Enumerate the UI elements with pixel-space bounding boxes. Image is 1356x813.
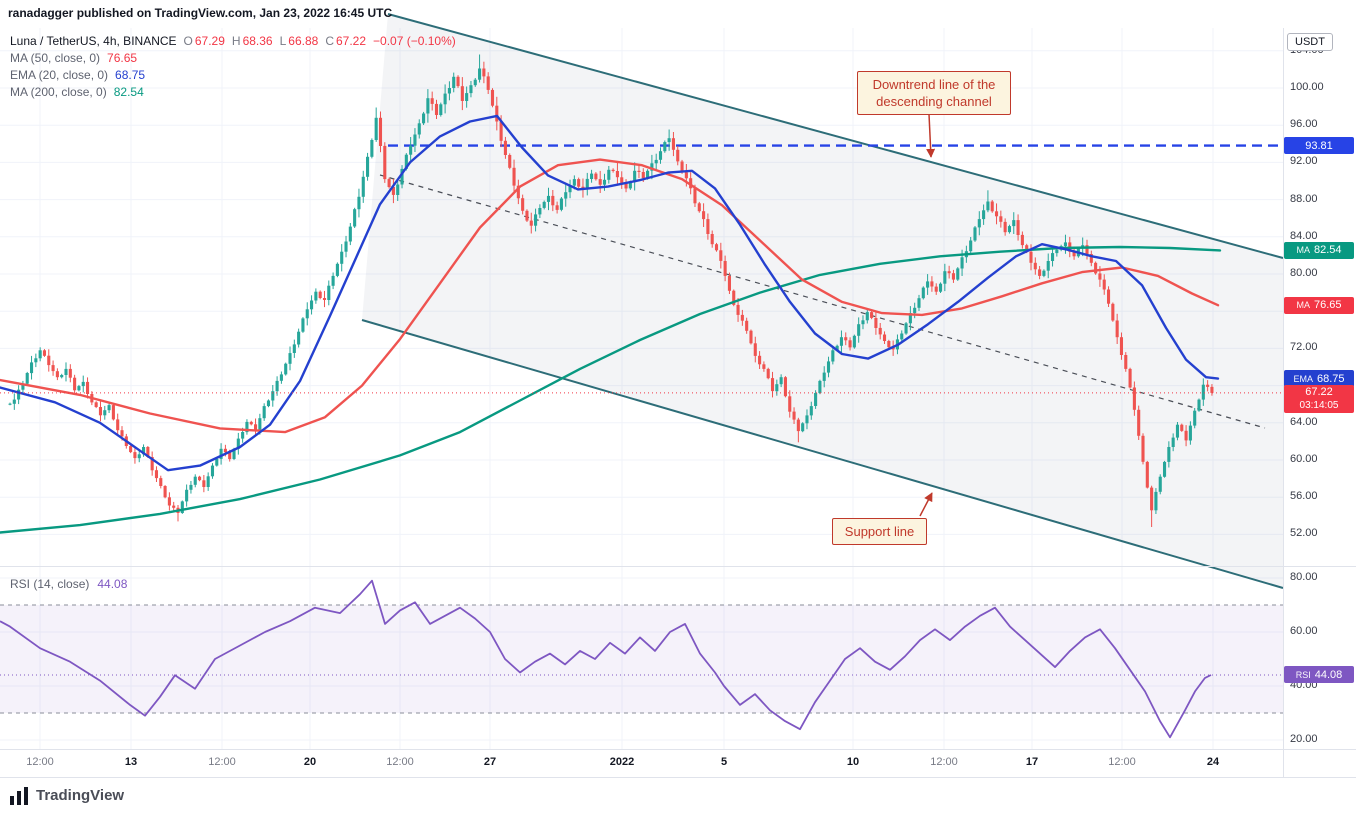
ohlc-o: O 67.29 (184, 33, 225, 50)
ohlc-h: H 68.36 (232, 33, 273, 50)
indicator-value: 82.54 (113, 85, 144, 99)
ohlc-value: 68.36 (242, 34, 273, 48)
indicator-legend-rows: MA (50, close, 0) 76.65 EMA (20, close, 0)… (10, 50, 456, 101)
indicator-label: EMA (20, close, 0) (10, 68, 109, 82)
symbol-title[interactable]: Luna / TetherUS, 4h, BINANCE (10, 34, 177, 48)
indicator-row-1[interactable]: EMA (20, close, 0) 68.75 (10, 67, 456, 84)
ohlc-value: 67.29 (194, 34, 225, 48)
ohlc-value: 66.88 (288, 34, 319, 48)
attribution-bar: ranadagger published on TradingView.com,… (8, 6, 392, 20)
ohlc-key: L (279, 34, 287, 48)
indicator-row-2[interactable]: MA (200, close, 0) 82.54 (10, 84, 456, 101)
rsi-legend-row[interactable]: RSI (14, close) 44.08 (10, 577, 127, 591)
rsi-label: RSI (14, close) (10, 577, 90, 591)
ohlc-key: H (231, 34, 241, 48)
ohlc-l: L 66.88 (280, 33, 319, 50)
ohlc-key: O (183, 34, 193, 48)
callout-text: Downtrend line of the (872, 77, 996, 92)
attribution-text: ranadagger published on TradingView.com,… (8, 6, 393, 20)
rsi-value: 44.08 (97, 577, 128, 591)
tradingview-brand-link[interactable]: TradingView (36, 787, 125, 804)
tradingview-logo-icon[interactable] (10, 786, 28, 805)
change-value: −0.07 (−0.10%) (373, 34, 456, 48)
indicator-row-0[interactable]: MA (50, close, 0) 76.65 (10, 50, 456, 67)
ohlc-key: C (325, 34, 334, 48)
indicator-label: MA (200, close, 0) (10, 85, 107, 99)
chart-legend: Luna / TetherUS, 4h, BINANCE O 67.29 H 68.36… (10, 33, 456, 101)
callout-text: descending channel (876, 94, 992, 109)
ohlc-value: 67.22 (336, 34, 367, 48)
indicator-label: MA (50, close, 0) (10, 51, 101, 65)
footer: TradingView (0, 778, 1356, 813)
callout-text: Support line (844, 524, 915, 539)
support-callout[interactable]: Support line (832, 518, 927, 545)
downtrend-callout[interactable]: Downtrend line of the descending channel (857, 71, 1011, 115)
ohlc-c: C 67.22 (325, 33, 366, 50)
indicator-value: 68.75 (115, 68, 146, 82)
symbol-legend-row[interactable]: Luna / TetherUS, 4h, BINANCE O 67.29 H 68.36… (10, 33, 456, 50)
indicator-value: 76.65 (107, 51, 138, 65)
